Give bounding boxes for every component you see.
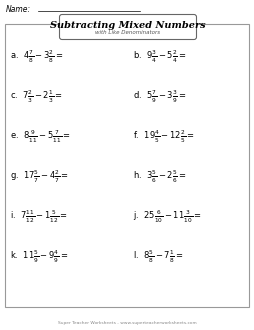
Text: c.  $7\frac{2}{3} - 2\frac{1}{3} =$: c. $7\frac{2}{3} - 2\frac{1}{3} =$ [10, 89, 62, 105]
Text: l.  $8\frac{5}{8} - 7\frac{1}{8} =$: l. $8\frac{5}{8} - 7\frac{1}{8} =$ [133, 249, 183, 265]
Text: f.  $19\frac{4}{5} - 12\frac{2}{5} =$: f. $19\frac{4}{5} - 12\frac{2}{5} =$ [133, 129, 194, 145]
Text: Subtracting Mixed Numbers: Subtracting Mixed Numbers [50, 20, 205, 29]
Text: Super Teacher Worksheets - www.superteacherworksheets.com: Super Teacher Worksheets - www.superteac… [57, 321, 196, 325]
Text: with Like Denominators: with Like Denominators [95, 29, 160, 35]
FancyBboxPatch shape [59, 15, 196, 40]
Text: k.  $11\frac{5}{9} - 9\frac{4}{9} =$: k. $11\frac{5}{9} - 9\frac{4}{9} =$ [10, 249, 68, 265]
Text: d.  $5\frac{7}{9} - 3\frac{3}{9} =$: d. $5\frac{7}{9} - 3\frac{3}{9} =$ [133, 89, 186, 105]
Text: Name:: Name: [6, 6, 31, 15]
Text: h.  $3\frac{5}{6} - 2\frac{5}{6} =$: h. $3\frac{5}{6} - 2\frac{5}{6} =$ [133, 169, 186, 185]
Text: e.  $8\frac{9}{11} - 5\frac{7}{11} =$: e. $8\frac{9}{11} - 5\frac{7}{11} =$ [10, 129, 71, 145]
Text: j.  $25\frac{6}{10} - 11\frac{3}{10} =$: j. $25\frac{6}{10} - 11\frac{3}{10} =$ [133, 209, 201, 225]
Text: g.  $17\frac{5}{7} - 4\frac{2}{7} =$: g. $17\frac{5}{7} - 4\frac{2}{7} =$ [10, 169, 69, 185]
Text: b.  $9\frac{3}{4} - 5\frac{2}{4} =$: b. $9\frac{3}{4} - 5\frac{2}{4} =$ [133, 49, 186, 65]
Text: i.  $7\frac{11}{12} - 1\frac{5}{12} =$: i. $7\frac{11}{12} - 1\frac{5}{12} =$ [10, 209, 68, 225]
Text: a.  $4\frac{7}{8} - 3\frac{2}{8} =$: a. $4\frac{7}{8} - 3\frac{2}{8} =$ [10, 49, 63, 65]
